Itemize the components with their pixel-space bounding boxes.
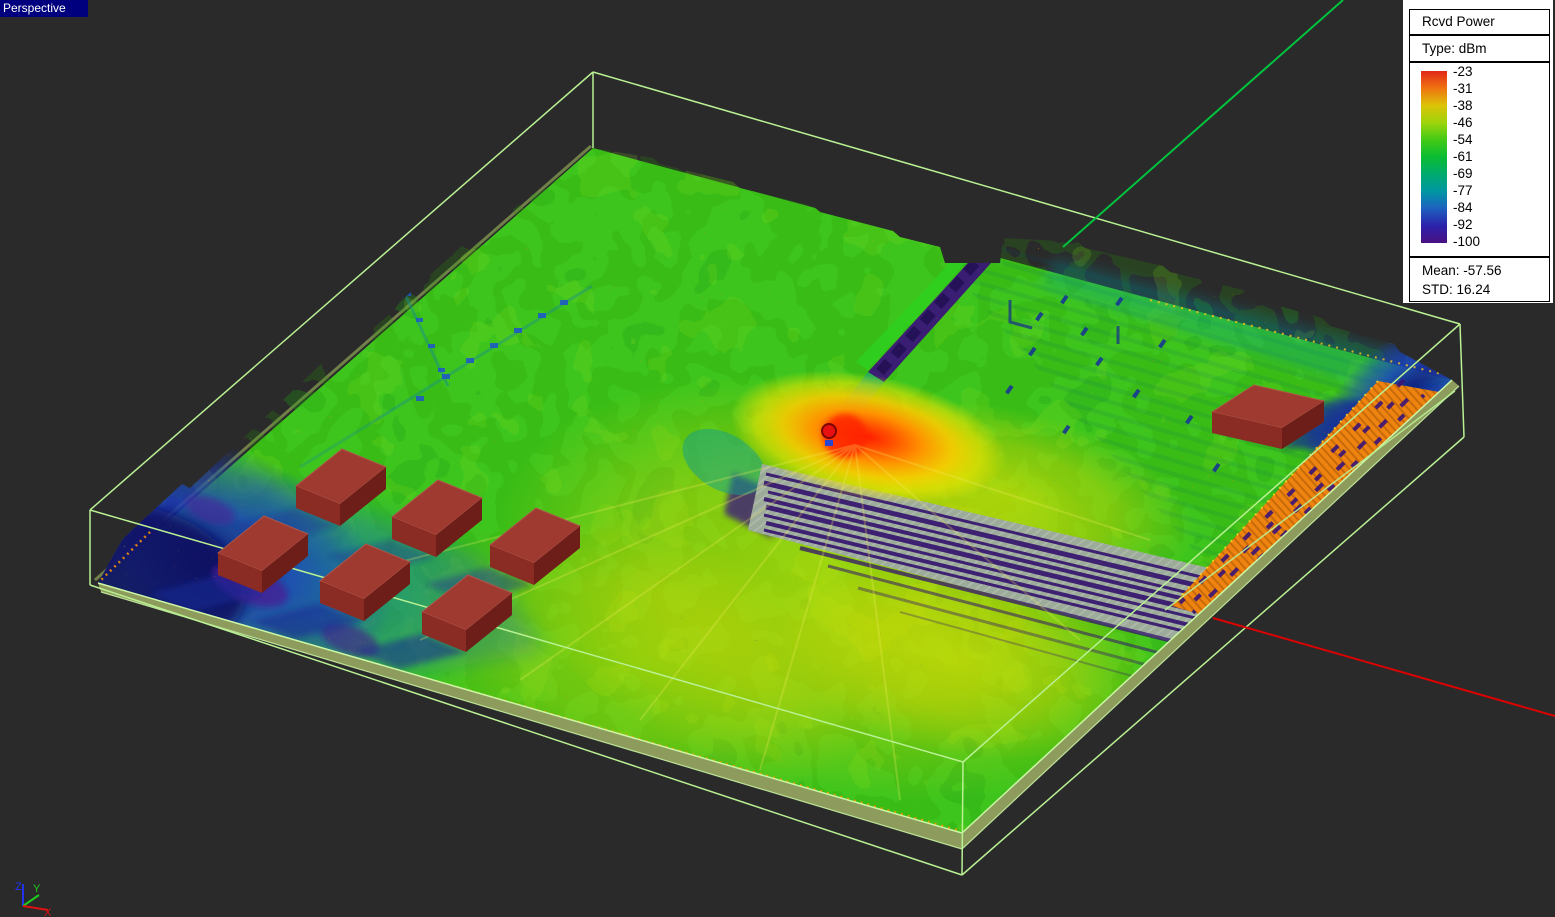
legend-tick: -46 [1453,115,1473,131]
legend-color-scale: -23 -31 -38 -46 -54 -61 -69 -77 -84 -92 … [1409,62,1550,257]
building[interactable] [295,448,387,526]
axis-triad: Z Y X [15,881,52,917]
legend-tick: -84 [1453,200,1473,216]
buildings [217,384,1326,652]
building[interactable] [1210,384,1326,449]
x-axis-indicator [22,905,49,911]
building[interactable] [319,543,411,621]
legend-tick: -100 [1453,234,1481,250]
legend-stats: Mean: -57.56 STD: 16.24 [1409,257,1550,302]
legend-tick: -31 [1453,81,1473,97]
x-axis-label: X [44,907,52,917]
legend-type-label: Type: dBm [1409,35,1550,62]
legend-tick: -92 [1453,217,1473,233]
legend-tick: -77 [1453,183,1473,199]
z-axis-label: Z [15,881,22,893]
legend-ticks: -23 -31 -38 -46 -54 -61 -69 -77 -84 -92 … [1453,65,1480,249]
viewport-mode-label: Perspective [0,0,88,17]
legend-gradient-bar [1421,71,1447,243]
legend-tick: -54 [1453,132,1473,148]
legend-tick: -38 [1453,98,1473,114]
y-axis-indicator [22,894,40,907]
x-axis-line [1212,617,1555,717]
legend-tick: -69 [1453,166,1473,182]
building[interactable] [391,479,483,557]
legend-tick: -61 [1453,149,1473,165]
legend-panel: Rcvd Power Type: dBm -23 -31 -38 -46 -54… [1403,0,1553,303]
building[interactable] [217,515,309,593]
legend-mean: Mean: -57.56 [1422,263,1502,278]
legend-tick: -23 [1453,64,1473,79]
transmitter-marker[interactable] [821,423,837,446]
building[interactable] [421,574,513,652]
building[interactable] [489,507,581,585]
y-axis-label: Y [33,883,41,895]
legend-title: Rcvd Power [1409,9,1550,35]
legend-std: STD: 16.24 [1422,282,1491,297]
y-axis-line [1062,0,1344,248]
coverage-heatmap [98,148,1452,833]
